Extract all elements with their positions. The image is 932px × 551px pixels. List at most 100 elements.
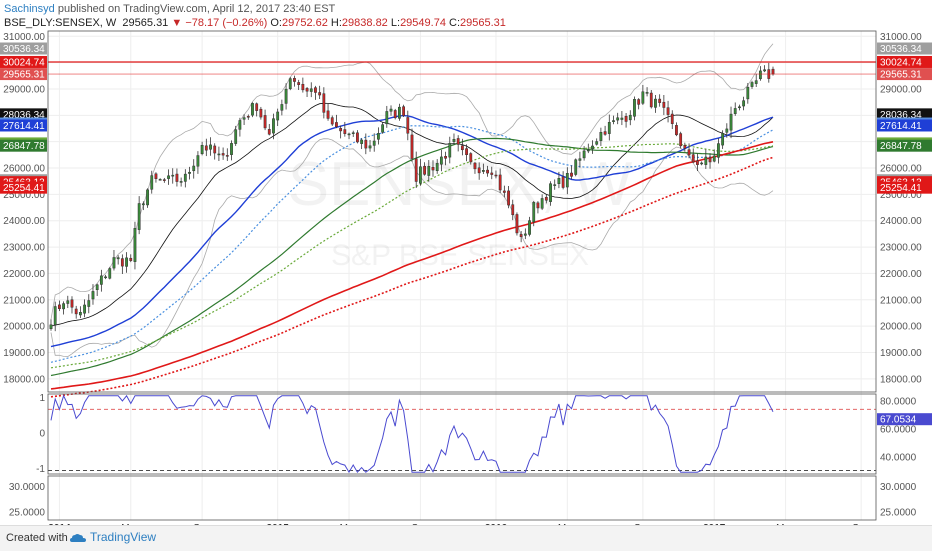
price-label-box: [877, 55, 932, 68]
price-label-text: 28036.34: [880, 110, 922, 121]
author-link[interactable]: Sachinsyd: [4, 3, 55, 15]
candle-up: [146, 189, 149, 206]
y-tick-left: 22000.00: [3, 269, 45, 280]
tradingview-link[interactable]: TradingView: [70, 530, 156, 544]
candle-down: [662, 101, 666, 108]
candle-up: [427, 166, 431, 176]
candle-down: [498, 174, 502, 191]
oscillator-tick-right: 80.0000: [880, 397, 917, 408]
candle-down: [637, 99, 641, 105]
candle-down: [335, 122, 338, 127]
price-label-box-left: [0, 119, 47, 132]
candle-down: [691, 154, 695, 163]
candle-up: [599, 132, 603, 141]
candle-down: [507, 190, 510, 206]
candle-up: [112, 257, 116, 269]
candle-up: [448, 143, 452, 158]
candle-up: [347, 133, 351, 136]
candle-up: [654, 98, 657, 108]
candle-up: [616, 117, 620, 121]
y-tick-right: 20000.00: [880, 322, 922, 333]
candle-down: [536, 202, 540, 209]
y-tick-right: 18000.00: [880, 374, 922, 385]
candle-up: [721, 133, 725, 146]
candle-down: [570, 172, 573, 177]
y-tick-right: 23000.00: [880, 243, 922, 254]
candle-down: [519, 234, 523, 238]
candle-up: [620, 117, 624, 120]
candle-down: [708, 157, 712, 163]
oscillator-panel: [48, 394, 876, 474]
candle-up: [565, 173, 569, 188]
candle-down: [246, 116, 250, 118]
candle-up: [528, 220, 531, 235]
x-tick-label: Sep: [193, 523, 211, 525]
tradingview-cloud-icon: [70, 533, 86, 542]
x-tick-label: May: [776, 523, 795, 525]
watermark-title: S&P BSE SENSEX: [331, 239, 589, 272]
candle-down: [175, 173, 179, 182]
candle-up: [179, 181, 183, 183]
price-label-box: [877, 181, 932, 194]
high-value: 29838.82: [341, 17, 388, 29]
down-triangle-icon: ▼: [171, 17, 183, 29]
x-tick-label: 2015: [267, 523, 290, 525]
y-tick-left: 31000.00: [3, 32, 45, 43]
y-tick-left: 24000.00: [3, 216, 45, 227]
y-tick-right: 25000.00: [880, 190, 922, 201]
low-value: 29549.74: [400, 17, 446, 29]
candle-down: [267, 129, 271, 135]
low-label: L:: [390, 17, 401, 29]
candle-up: [83, 304, 86, 314]
candle-up: [381, 124, 385, 133]
x-tick-label: May: [340, 523, 359, 525]
candle-down: [343, 129, 347, 134]
y-tick-right: 26000.00: [880, 164, 922, 175]
candle-up: [700, 162, 704, 165]
published-text: published on TradingView.com, April 12, …: [57, 3, 336, 15]
oscillator-tick-right: 60.0000: [880, 425, 917, 436]
candle-up: [717, 143, 720, 158]
candle-up: [398, 106, 401, 119]
oscillator-tick-left: 1: [39, 393, 45, 404]
price-label-box-left: [0, 108, 47, 121]
ma-blue-line: [50, 114, 774, 348]
candle-up: [183, 173, 187, 182]
candle-down: [297, 82, 301, 85]
candle-up: [276, 111, 280, 121]
candle-up: [280, 104, 284, 111]
x-tick-label: May: [121, 523, 140, 525]
candle-up: [217, 153, 221, 156]
candle-down: [356, 132, 359, 143]
publish-line: Sachinsyd published on TradingView.com, …: [4, 3, 335, 15]
candle-down: [393, 110, 397, 119]
price-label-box: [877, 42, 932, 55]
candle-up: [141, 203, 145, 206]
candle-down: [406, 117, 410, 134]
candle-up: [641, 91, 645, 104]
y-tick-left: 20000.00: [3, 322, 45, 333]
candle-up: [607, 122, 611, 134]
candle-down: [259, 108, 263, 118]
candle-up: [574, 159, 578, 175]
ohlc-line: BSE_DLY:SENSEX, W 29565.31 ▼ −78.17 (−0.…: [4, 17, 506, 29]
candle-up: [108, 268, 112, 279]
candle-up: [733, 108, 737, 114]
candle-down: [301, 83, 305, 91]
candle-up: [351, 132, 355, 134]
candle-down: [515, 214, 519, 234]
high-label: H:: [330, 17, 342, 29]
candle-down: [490, 172, 494, 175]
bottom-tick-right: 25.0000: [880, 508, 917, 519]
candle-down: [70, 299, 74, 308]
candle-up: [238, 120, 242, 130]
candle-up: [99, 275, 103, 285]
candle-up: [288, 78, 292, 90]
price-label-box: [877, 68, 932, 81]
candle-up: [196, 155, 200, 167]
oscillator-tick-left: -1: [36, 464, 45, 475]
plot-background: [48, 31, 876, 520]
candle-up: [360, 139, 364, 144]
price-chart[interactable]: SENSEX, W S&P BSE SENSEX 31000.00 31000.0…: [0, 0, 932, 525]
candle-down: [666, 107, 670, 115]
